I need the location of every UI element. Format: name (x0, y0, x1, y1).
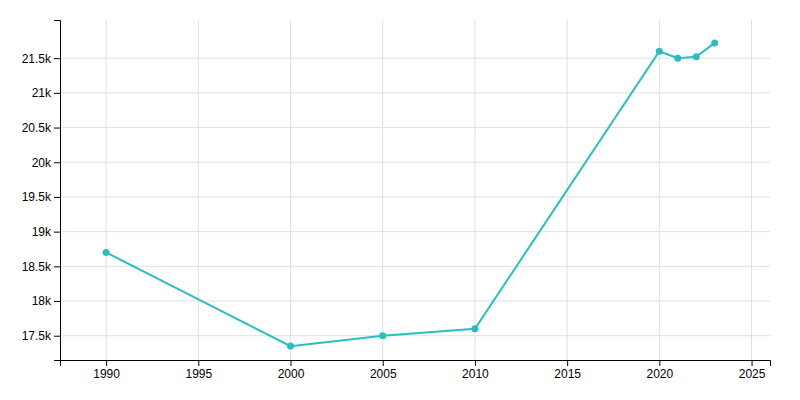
x-tick-mark (291, 360, 292, 366)
marker (103, 249, 110, 256)
y-tick: 19.5k (22, 190, 60, 204)
y-tick-mark (54, 58, 60, 59)
x-grid-line (751, 20, 752, 360)
y-tick-label: 19.5k (22, 190, 52, 204)
line (106, 43, 715, 346)
y-tick-mark (54, 232, 60, 233)
x-tick-label: 2025 (739, 367, 766, 381)
y-tick-label: 20k (32, 156, 52, 170)
grid (60, 20, 770, 360)
y-tick-mark (54, 93, 60, 94)
chart: 1990 1995 2000 2005 2010 2015 2020 2025 17.5k 18k… (0, 0, 800, 400)
x-tick-mark (659, 360, 660, 366)
marker (287, 343, 294, 350)
x-grid-line (659, 20, 660, 360)
x-grid-line (198, 20, 199, 360)
y-tick: 20.5k (22, 121, 60, 135)
x-tick-mark (198, 360, 199, 366)
y-grid-line (60, 58, 770, 59)
x-axis: 1990 1995 2000 2005 2010 2015 2020 2025 (61, 360, 771, 381)
y-tick-mark (54, 162, 60, 163)
x-tick-mark (106, 360, 107, 366)
y-tick-label: 19k (32, 225, 52, 239)
x-tick-label: 2015 (554, 367, 581, 381)
x-tick: 2000 (278, 360, 305, 381)
x-tick-mark (475, 360, 476, 366)
x-tick-mark (567, 360, 568, 366)
x-tick-label: 2020 (646, 367, 673, 381)
y-grid-line (60, 162, 770, 163)
y-tick-label: 20.5k (22, 121, 52, 135)
y-tick-mark (54, 266, 60, 267)
x-tick-label: 2000 (278, 367, 305, 381)
y-tick-mark (54, 197, 60, 198)
x-tick: 2020 (646, 360, 673, 381)
x-tick: 2025 (739, 360, 766, 381)
y-tick-label: 18.5k (22, 260, 52, 274)
y-tick-label: 21.5k (22, 52, 52, 66)
y-tick-mark (54, 301, 60, 302)
y-axis: 17.5k 18k 18.5k 19k 19.5k 20k 20.5k 21k 21.5k (22, 21, 61, 361)
y-tick-label: 21k (32, 86, 52, 100)
x-tick: 2010 (462, 360, 489, 381)
y-grid-line (60, 266, 770, 267)
x-tick: 1990 (93, 360, 120, 381)
y-tick: 20k (32, 156, 60, 170)
x-axis-line (61, 361, 771, 367)
y-tick: 17.5k (22, 329, 60, 343)
x-tick: 2015 (554, 360, 581, 381)
y-tick: 21k (32, 86, 60, 100)
x-grid-line (290, 20, 291, 360)
y-grid-line (60, 335, 770, 336)
y-tick-label: 17.5k (22, 329, 52, 343)
marks (103, 39, 719, 349)
plot: 1990 1995 2000 2005 2010 2015 2020 2025 17.5k 18k… (22, 20, 771, 381)
marker (471, 325, 478, 332)
marker (656, 48, 663, 55)
y-tick: 18.5k (22, 260, 60, 274)
x-tick-mark (383, 360, 384, 366)
y-tick-mark (54, 336, 60, 337)
x-tick-mark (752, 360, 753, 366)
x-tick-label: 2010 (462, 367, 489, 381)
y-grid-line (60, 196, 770, 197)
marker (674, 55, 681, 62)
x-tick-label: 1995 (185, 367, 212, 381)
marker (711, 39, 718, 46)
y-grid-line (60, 301, 770, 302)
y-tick-mark (54, 128, 60, 129)
x-tick-label: 1990 (93, 367, 120, 381)
y-grid-line (60, 92, 770, 93)
y-tick-label: 18k (32, 294, 52, 308)
marker (693, 53, 700, 60)
y-tick: 18k (32, 294, 60, 308)
x-grid-line (382, 20, 383, 360)
y-tick: 19k (32, 225, 60, 239)
y-axis-line (54, 21, 61, 361)
x-grid-line (106, 20, 107, 360)
x-tick: 1995 (185, 360, 212, 381)
x-tick: 2005 (370, 360, 397, 381)
y-tick: 21.5k (22, 52, 60, 66)
y-grid-line (60, 231, 770, 232)
y-grid-line (60, 127, 770, 128)
x-grid-line (474, 20, 475, 360)
x-tick-label: 2005 (370, 367, 397, 381)
marker (379, 332, 386, 339)
